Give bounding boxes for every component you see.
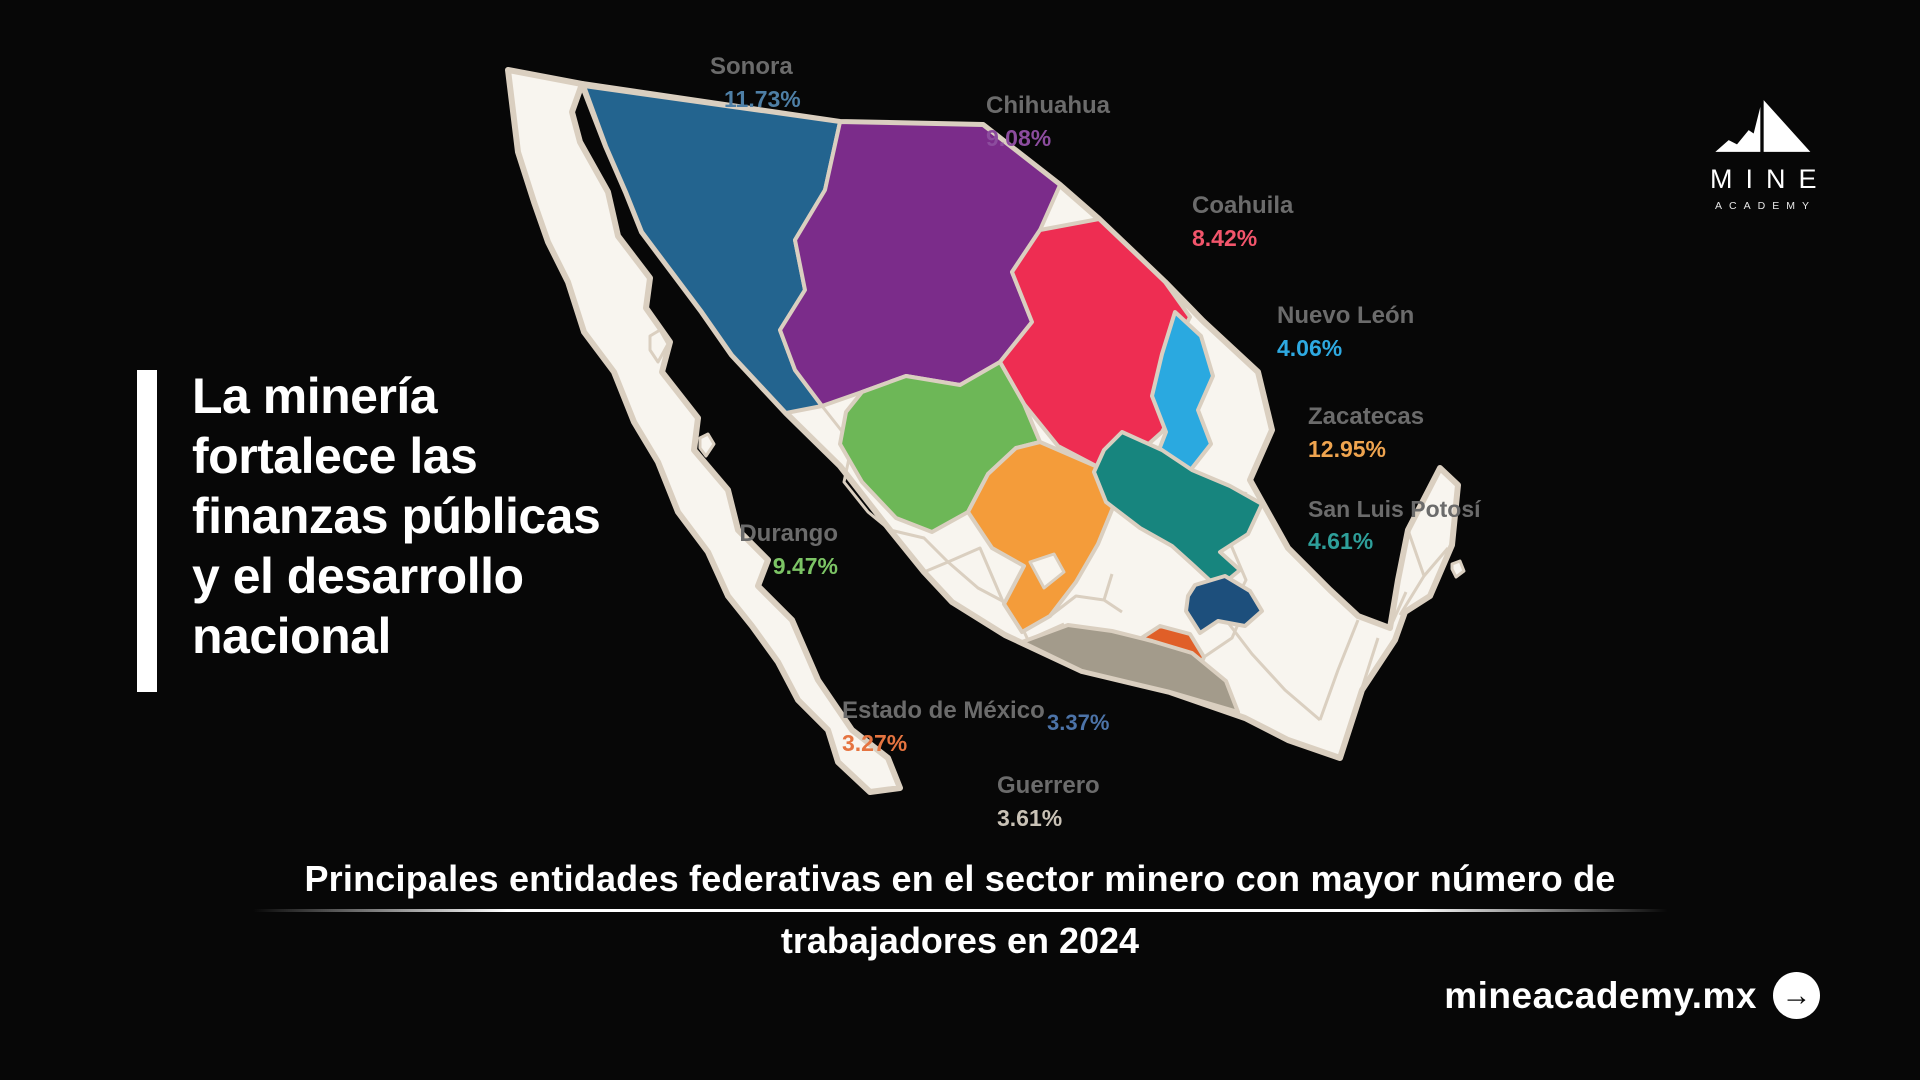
state-border-line <box>889 528 950 574</box>
label-guerrero: Guerrero 3.61% <box>997 772 1100 831</box>
state-value: 3.27% <box>842 730 908 756</box>
state-value: 3.61% <box>997 805 1063 831</box>
label-hidalgo: 3.37% <box>1047 710 1109 736</box>
island-shape <box>698 432 716 458</box>
island-shape <box>648 328 670 364</box>
state-value: 9.08% <box>986 125 1052 151</box>
state-name: Durango <box>739 520 838 547</box>
state-border-line <box>1318 619 1360 721</box>
title-line: finanzas públicas <box>192 488 601 544</box>
state-name: Guerrero <box>997 772 1100 799</box>
state-border-line <box>1360 637 1380 689</box>
caption: Principales entidades federativas en el … <box>0 858 1920 962</box>
title-line: La minería <box>192 368 438 424</box>
state-value: 12.95% <box>1308 436 1387 462</box>
island-shape <box>1450 559 1466 579</box>
state-name: Zacatecas <box>1308 403 1425 430</box>
label-nuevo-leon: Nuevo León 4.06% <box>1277 302 1414 361</box>
title-accent-bar <box>137 370 157 692</box>
state-border-line <box>947 546 1006 605</box>
mexico-map <box>505 67 1466 795</box>
mountain-icon <box>1715 100 1811 152</box>
state-value: 3.37% <box>1047 710 1110 735</box>
state-name: Chihuahua <box>986 92 1110 119</box>
state-hidalgo <box>1184 574 1264 635</box>
state-guerrero <box>1020 623 1240 714</box>
label-chihuahua: Chihuahua 9.08% <box>986 92 1110 151</box>
state-border-line <box>1049 594 1123 618</box>
arrow-right-icon[interactable]: → <box>1773 972 1820 1019</box>
state-border-line <box>1422 547 1450 577</box>
title-line: nacional <box>192 608 391 664</box>
baja-california-shape <box>505 67 903 795</box>
state-name: Coahuila <box>1192 192 1294 219</box>
state-border-line <box>1102 573 1114 601</box>
brand-logo: MINE ACADEMY <box>1710 92 1817 212</box>
logo-subname: ACADEMY <box>1715 200 1816 212</box>
title-line: y el desarrollo <box>192 548 524 604</box>
label-coahuila: Coahuila 8.42% <box>1192 192 1293 251</box>
caption-line2: trabajadores en 2024 <box>780 920 1140 961</box>
state-border-line <box>1398 529 1426 616</box>
state-name: Estado de México <box>842 697 1045 724</box>
caption-line1: Principales entidades federativas en el … <box>304 858 1616 899</box>
label-san-luis-potosi: San Luis Potosí 4.61% <box>1308 495 1481 554</box>
state-value: 4.06% <box>1277 335 1343 361</box>
label-durango: Durango 9.47% <box>690 520 838 579</box>
state-name: San Luis Potosí <box>1308 496 1481 522</box>
website-link[interactable]: mineacademy.mx <box>1444 974 1757 1016</box>
label-zacatecas: Zacatecas 12.95% <box>1308 403 1424 462</box>
state-name: Nuevo León <box>1277 302 1415 329</box>
label-sonora: Sonora 11.73% <box>710 53 801 112</box>
label-estado-de-mexico: Estado de México 3.27% <box>842 697 1045 756</box>
state-name: Sonora <box>710 53 793 80</box>
state-aguascalientes-shape <box>1028 552 1066 590</box>
caption-divider <box>252 909 1668 912</box>
state-value: 11.73% <box>724 86 801 112</box>
page-title: La minería fortalece las finanzas públic… <box>192 366 601 666</box>
logo-name: MINE <box>1710 164 1830 194</box>
title-line: fortalece las <box>192 428 478 484</box>
footer: mineacademy.mx → <box>1444 972 1820 1019</box>
state-value: 4.61% <box>1308 528 1374 554</box>
state-border-line <box>1388 591 1408 629</box>
arrow-glyph: → <box>1781 978 1812 1012</box>
state-value: 8.42% <box>1192 225 1258 251</box>
state-value: 9.47% <box>772 553 838 579</box>
